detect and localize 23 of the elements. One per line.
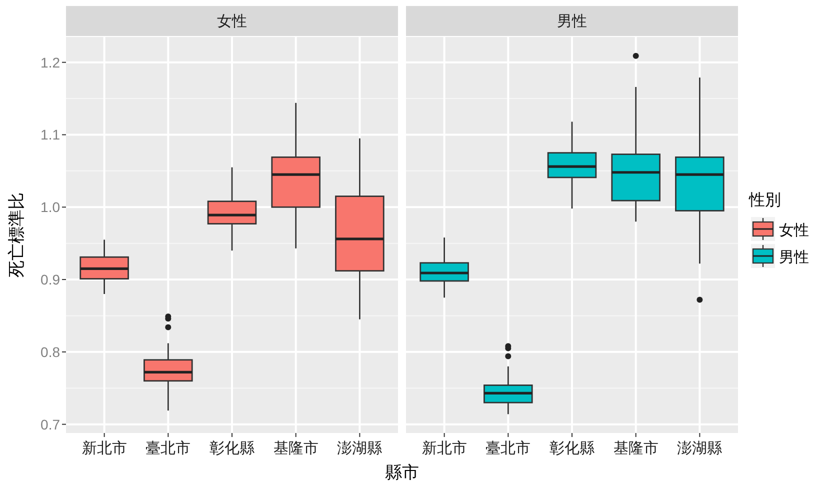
x-tick-label: 基隆市 xyxy=(613,440,658,457)
y-tick-label: 1.2 xyxy=(40,54,60,70)
y-tick-label: 0.7 xyxy=(40,416,60,432)
x-tick-label: 新北市 xyxy=(82,440,127,457)
y-tick-label: 0.8 xyxy=(40,344,60,360)
legend-label: 女性 xyxy=(779,222,809,239)
y-tick-label: 0.9 xyxy=(40,272,60,288)
y-tick-label: 1.1 xyxy=(40,126,60,143)
y-axis-title: 死亡標準比 xyxy=(7,192,26,278)
x-tick-label: 臺北市 xyxy=(146,440,191,457)
legend-label: 男性 xyxy=(779,249,809,266)
legend-title: 性別 xyxy=(748,192,781,209)
x-tick-label: 新北市 xyxy=(422,440,467,457)
y-tick-label: 1.0 xyxy=(40,199,60,216)
x-tick-label: 澎湖縣 xyxy=(337,440,382,457)
x-tick-label: 基隆市 xyxy=(273,440,318,457)
x-axis-title: 縣市 xyxy=(385,463,419,482)
chart-title: 男性 xyxy=(557,13,587,30)
chart-title: 女性 xyxy=(217,13,247,30)
x-tick-label: 彰化縣 xyxy=(550,440,594,457)
x-tick-label: 彰化縣 xyxy=(210,440,254,457)
x-tick-label: 臺北市 xyxy=(486,440,531,457)
x-tick-label: 澎湖縣 xyxy=(677,440,722,457)
